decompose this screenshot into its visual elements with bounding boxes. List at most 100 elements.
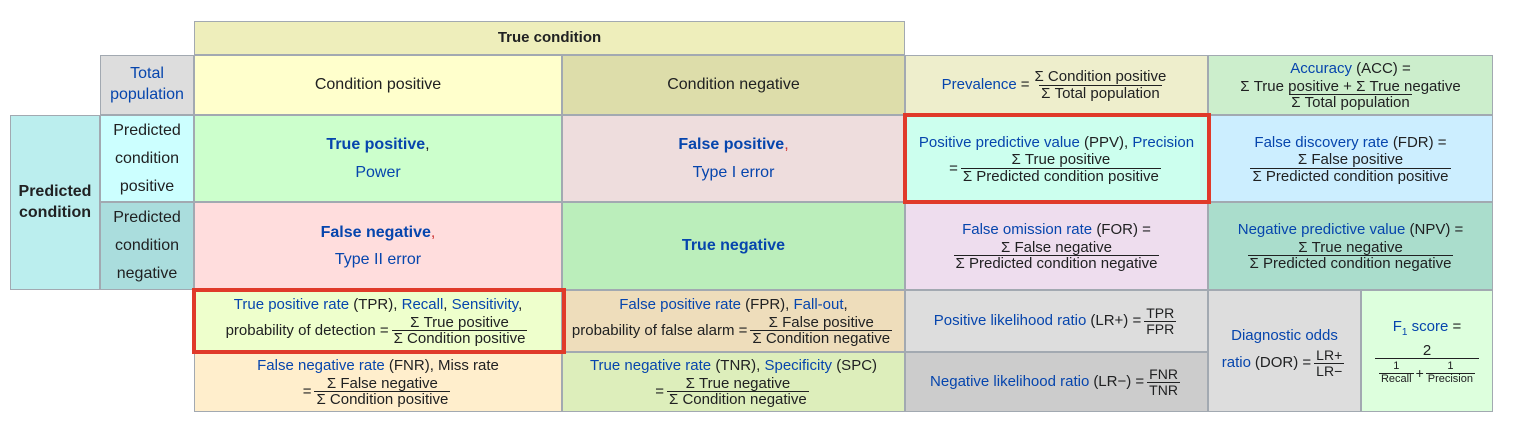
fnr-eq: =: [303, 382, 312, 402]
lr-negative-cell: Negative likelihood ratio (LR−) = FNR TN…: [905, 352, 1208, 412]
sensitivity-link[interactable]: Sensitivity: [452, 296, 518, 313]
precision-link[interactable]: Precision: [1132, 134, 1194, 151]
f1-cell: F1 score = 2 1 Recall + 1 Precision: [1361, 290, 1493, 412]
npv-fraction: Σ True negative Σ Predicted condition ne…: [1248, 240, 1454, 273]
fnr-link[interactable]: False negative rate: [257, 357, 385, 374]
true-negative-cell: True negative: [562, 202, 905, 290]
f1-subscript: 1: [1402, 327, 1408, 338]
tpr-sep: ,: [443, 296, 447, 313]
tpr-denominator: Σ Condition positive: [392, 330, 528, 347]
recall-link[interactable]: Recall: [402, 296, 444, 313]
fnr-denominator: Σ Condition positive: [314, 391, 450, 408]
total-population-label: Total population: [105, 64, 189, 106]
fpr-tail: ,: [844, 296, 848, 313]
tnr-denominator: Σ Condition negative: [667, 391, 809, 408]
false-negative-link[interactable]: False negative: [321, 224, 431, 241]
power-link[interactable]: Power: [355, 159, 400, 186]
fpr-cell: False positive rate (FPR), Fall-out, pro…: [562, 290, 905, 352]
ppv-cell: Positive predictive value (PPV), Precisi…: [905, 115, 1208, 202]
fpr-denominator: Σ Condition negative: [750, 330, 892, 347]
ppv-fraction: Σ True positive Σ Predicted condition po…: [961, 152, 1161, 185]
dor-link-b[interactable]: ratio: [1222, 351, 1251, 375]
fnr-fraction: Σ False negative Σ Condition positive: [314, 376, 450, 409]
npv-cell: Negative predictive value (NPV) = Σ True…: [1208, 202, 1493, 290]
for-cell: False omission rate (FOR) = Σ False nega…: [905, 202, 1208, 290]
fall-out-link[interactable]: Fall-out: [794, 296, 844, 313]
fnr-cell: False negative rate (FNR), Miss rate = Σ…: [194, 352, 562, 412]
f1-eq: =: [1453, 318, 1462, 335]
for-denominator: Σ Predicted condition negative: [954, 255, 1160, 272]
fnr-abbr: (FNR), Miss rate: [389, 357, 499, 374]
f1-recall-fraction: 1 Recall: [1379, 361, 1414, 385]
accuracy-fraction: Σ True positive + Σ True negative Σ Tota…: [1238, 79, 1462, 112]
true-positive-cell: True positive, Power: [194, 115, 562, 202]
dor-fraction: LR+ LR−: [1314, 348, 1344, 378]
specificity-link[interactable]: Specificity: [764, 357, 832, 374]
npv-link[interactable]: Negative predictive value: [1238, 221, 1406, 238]
lr-negative-fraction: FNR TNR: [1147, 367, 1180, 397]
false-positive-comma: ,: [784, 136, 788, 153]
dor-denominator: LR−: [1314, 363, 1344, 379]
fdr-abbr: (FDR) =: [1393, 134, 1447, 151]
for-link[interactable]: False omission rate: [962, 221, 1092, 238]
false-positive-link[interactable]: False positive: [678, 136, 784, 153]
npv-abbr: (NPV) =: [1410, 221, 1464, 238]
tpr-link[interactable]: True positive rate: [234, 296, 349, 313]
fpr-fraction: Σ False positive Σ Condition negative: [750, 315, 892, 348]
prevalence-cell: Prevalence = Σ Condition positive Σ Tota…: [905, 55, 1208, 115]
lr-positive-abbr: (LR+) =: [1090, 311, 1141, 331]
accuracy-numerator: Σ True positive + Σ True negative: [1238, 79, 1462, 95]
accuracy-link[interactable]: Accuracy: [1290, 60, 1352, 77]
f1-fraction: 2 1 Recall + 1 Precision: [1375, 343, 1479, 386]
lr-positive-link[interactable]: Positive likelihood ratio: [934, 311, 1087, 331]
tpr-line2: probability of detection =: [226, 321, 389, 341]
total-population-cell[interactable]: Total population: [100, 55, 194, 115]
true-positive-link[interactable]: True positive: [326, 136, 425, 153]
f1-recall-num: 1: [1391, 361, 1401, 373]
tpr-cell: True positive rate (TPR), Recall, Sensit…: [194, 290, 562, 352]
lr-positive-cell: Positive likelihood ratio (LR+) = TPR FP…: [905, 290, 1208, 352]
type-two-error-link[interactable]: Type II error: [335, 246, 421, 273]
true-negative-link[interactable]: True negative: [682, 236, 785, 257]
tpr-fraction: Σ True positive Σ Condition positive: [392, 315, 528, 348]
fdr-numerator: Σ False positive: [1296, 152, 1405, 168]
f1-label-b: score: [1412, 318, 1449, 335]
tpr-tail: ,: [518, 296, 522, 313]
f1-recall-den: Recall: [1379, 373, 1414, 386]
false-negative-cell: False negative, Type II error: [194, 202, 562, 290]
f1-link[interactable]: F1 score: [1393, 318, 1449, 335]
lr-negative-denominator: TNR: [1147, 382, 1180, 398]
lr-positive-fraction: TPR FPR: [1144, 306, 1176, 336]
condition-negative-header: Condition negative: [562, 55, 905, 115]
f1-denominator: 1 Recall + 1 Precision: [1375, 358, 1479, 385]
ppv-link[interactable]: Positive predictive value: [919, 134, 1080, 151]
fpr-link[interactable]: False positive rate: [619, 296, 741, 313]
prevalence-numerator: Σ Condition positive: [1032, 69, 1168, 85]
prevalence-denominator: Σ Total population: [1039, 85, 1162, 102]
ppv-numerator: Σ True positive: [1009, 152, 1112, 168]
false-positive-cell: False positive, Type I error: [562, 115, 905, 202]
tnr-fraction: Σ True negative Σ Condition negative: [667, 376, 809, 409]
f1-precision-den: Precision: [1426, 373, 1475, 386]
fdr-denominator: Σ Predicted condition positive: [1250, 168, 1450, 185]
lr-negative-numerator: FNR: [1147, 367, 1180, 382]
type-one-error-link[interactable]: Type I error: [693, 159, 775, 186]
npv-numerator: Σ True negative: [1296, 240, 1405, 256]
tnr-link[interactable]: True negative rate: [590, 357, 711, 374]
for-fraction: Σ False negative Σ Predicted condition n…: [954, 240, 1160, 273]
f1-precision-num: 1: [1445, 361, 1455, 373]
lr-negative-link[interactable]: Negative likelihood ratio: [930, 372, 1089, 392]
ppv-eq: =: [949, 159, 958, 179]
predicted-condition-positive-header: Predicted condition positive: [100, 115, 194, 202]
accuracy-denominator: Σ Total population: [1289, 94, 1412, 111]
f1-plus: +: [1416, 366, 1424, 381]
for-numerator: Σ False negative: [999, 240, 1114, 256]
fdr-link[interactable]: False discovery rate: [1254, 134, 1388, 151]
fnr-numerator: Σ False negative: [325, 376, 440, 392]
npv-denominator: Σ Predicted condition negative: [1248, 255, 1454, 272]
f1-precision-fraction: 1 Precision: [1426, 361, 1475, 385]
tnr-numerator: Σ True negative: [684, 376, 793, 392]
dor-link[interactable]: Diagnostic odds: [1231, 324, 1338, 348]
prevalence-link[interactable]: Prevalence: [942, 75, 1017, 95]
f1-numerator: 2: [1421, 343, 1433, 359]
